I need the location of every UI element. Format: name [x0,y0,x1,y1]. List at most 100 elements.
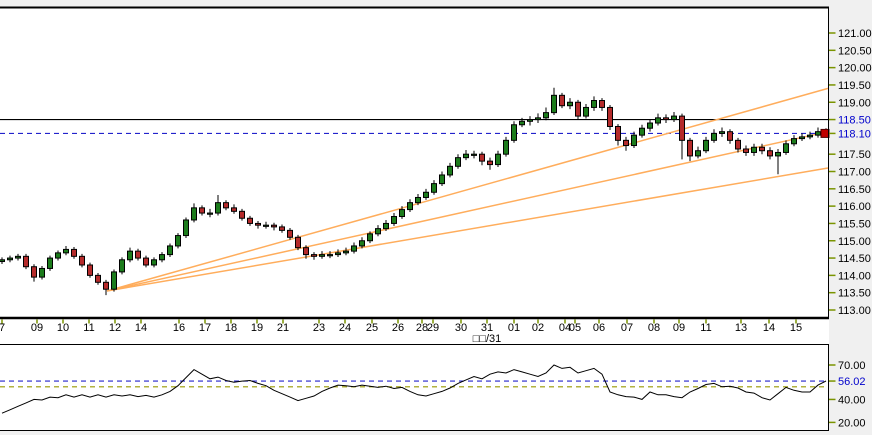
price-axis-label: 116.00 [838,201,871,213]
time-axis-label: 05 [569,322,581,334]
price-axis-label: 116.50 [838,184,871,196]
candle-body-bear [103,281,109,290]
candle-body-bear [231,207,237,212]
candle-body-bull [183,219,189,237]
indicator-axis-label: 70.00 [838,360,866,372]
time-axis-label: 18 [225,322,237,334]
candle-body-bull [671,115,677,121]
time-axis-label: 02 [532,322,544,334]
candle-body-bear [87,264,93,276]
candle-body-bull [319,254,325,257]
candle-body-bull [207,212,213,215]
price-axis-label: 118.10 [838,128,871,140]
candle-body-bull [383,222,389,230]
candle-body-bull [439,174,445,185]
candle-body-bear [615,125,621,141]
candle-body-bull [391,216,397,224]
candle-body-bull [647,122,653,129]
indicator-axis-label: 20.00 [838,417,866,429]
candle-body-bear [727,131,733,141]
candle-body-bear [623,139,629,147]
time-axis-label: 04 [559,322,571,334]
candle-body-bull [711,132,717,141]
time-axis-label: 07 [621,322,633,334]
candle-body-bear [607,106,613,127]
candle-body-bear [79,255,85,266]
candle-body-bull [263,224,269,227]
indicator-axis-label: 40.00 [838,394,866,406]
candle-body-bull [63,248,69,254]
candle-body-bull [783,143,789,153]
time-axis-label: 12 [109,322,121,334]
candle-body-bull [751,146,757,153]
time-axis-label: 14 [763,322,775,334]
candle-body-bear [663,117,669,121]
candle-body-bear [71,248,77,257]
time-axis-label: 09 [673,322,685,334]
candle-body-bull [367,233,373,242]
candle-body-bull [631,134,637,147]
candle-body-bull [535,117,541,121]
candle-body-bull [399,209,405,218]
time-axis-label: 21 [277,322,289,334]
oscillator-line [1,364,827,414]
candle-body-bull [567,101,573,107]
candle-body-bull [167,245,173,256]
candle-body-bull [519,120,525,126]
candle-body-bull [431,183,437,193]
candle-body-bear [271,224,277,228]
time-axis-label: 06 [593,322,605,334]
candle-body-bear [199,207,205,214]
time-axis-label: 08 [648,322,660,334]
candle-body-bull [0,259,5,263]
price-axis-label: 114.00 [838,270,871,282]
candle-body-bull [351,245,357,252]
time-axis-label: 29 [427,322,439,334]
candle-body-bull [335,252,341,256]
candle-body-bear [295,236,301,249]
candle-body-bull [343,250,349,254]
time-axis-label: 17 [199,322,211,334]
candle-body-bull [639,127,645,136]
candle-body-bear [679,115,685,141]
candle-body-bull [175,235,181,247]
time-axis-label: 19 [251,322,263,334]
trendline-3[interactable] [106,167,829,292]
price-axis-label: 119.50 [838,80,871,92]
candle-body-bear [759,146,765,152]
price-axis-label: 121.00 [838,28,872,40]
candle-body-bull [511,124,517,141]
indicator-axis-label: 56.02 [838,376,866,388]
time-axis-label: 30 [455,322,467,334]
time-axis-label: 01 [508,322,520,334]
price-axis-label: 114.50 [838,253,871,265]
candle-body-bull [695,150,701,157]
candle-body-bull [159,254,165,261]
candle-body-bear [239,210,245,219]
trendline-1[interactable] [106,87,829,292]
candle-body-bull [775,151,781,157]
candle-body-bull [719,131,725,134]
candle-body-bear [255,222,261,226]
candle-body-bull [7,257,13,261]
candle-body-bull [503,139,509,155]
time-axis-label: 11 [83,322,94,334]
candle-body-bear [247,217,253,224]
trendline-2[interactable] [106,130,829,292]
indicator-panel-background [0,345,829,430]
candle-body-bear [279,226,285,231]
time-axis-label: 15 [790,322,802,334]
time-axis-label: 7 [0,322,5,334]
candle-body-bull [423,191,429,198]
candle-body-bear [479,153,485,162]
price-axis-label: 118.50 [838,115,871,127]
candle-body-bull [527,119,533,122]
candle-body-bear [599,100,605,108]
candle-body-bull [655,117,661,124]
price-axis-label: 115.50 [838,218,871,230]
candle-body-bull [127,250,133,261]
time-axis-label: 24 [339,322,351,334]
candle-body-bull [327,254,333,257]
